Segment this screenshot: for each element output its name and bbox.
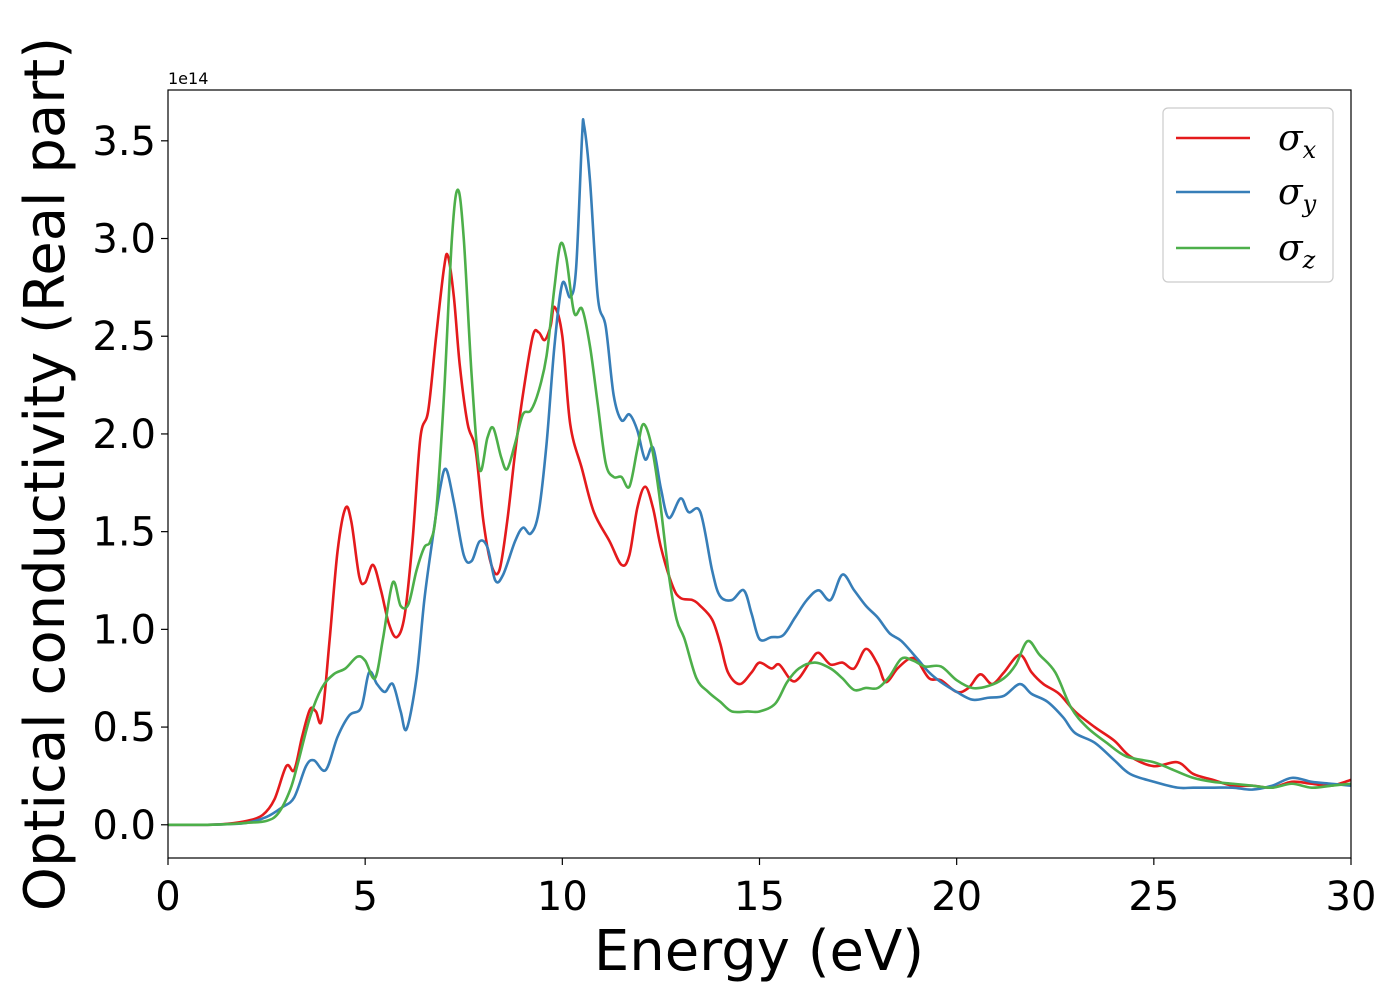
y-offset-text: 1e14 — [168, 69, 208, 88]
series-layer — [168, 118, 1351, 827]
x-tick-label: 0 — [155, 874, 180, 920]
y-tick-label: 3.5 — [92, 119, 156, 165]
legend: σx σy σz — [1162, 107, 1334, 283]
y-tick-label: 1.0 — [92, 607, 156, 653]
y-tick-label: 0.0 — [92, 803, 156, 849]
series-line-y — [168, 118, 1351, 827]
x-tick-label: 25 — [1128, 874, 1179, 920]
x-tick-label: 10 — [537, 874, 588, 920]
x-tick-label: 5 — [352, 874, 377, 920]
legend-label-z: σz — [1278, 228, 1316, 274]
series-line-x — [168, 252, 1351, 827]
x-tick-label: 15 — [734, 874, 785, 920]
legend-entries: σx σy σz — [1176, 118, 1317, 274]
legend-label-x: σx — [1278, 118, 1317, 164]
y-tick-label: 3.0 — [92, 217, 156, 263]
y-tick-label: 0.5 — [92, 705, 156, 751]
x-tick-label: 20 — [931, 874, 982, 920]
y-axis-title: Optical conductivity (Real part) — [13, 37, 78, 911]
x-axis-ticks: 0 5 10 15 20 25 30 — [155, 858, 1376, 920]
y-tick-label: 2.5 — [92, 314, 156, 360]
x-axis-title: Energy (eV) — [594, 919, 924, 984]
x-tick-label: 30 — [1326, 874, 1377, 920]
legend-box — [1162, 107, 1334, 283]
legend-label-y: σy — [1278, 172, 1317, 218]
y-axis-ticks: 0.0 0.5 1.0 1.5 2.0 2.5 3.0 3.5 — [92, 119, 168, 849]
y-tick-label: 1.5 — [92, 510, 156, 556]
series-line-z — [168, 188, 1351, 827]
y-tick-label: 2.0 — [92, 412, 156, 458]
